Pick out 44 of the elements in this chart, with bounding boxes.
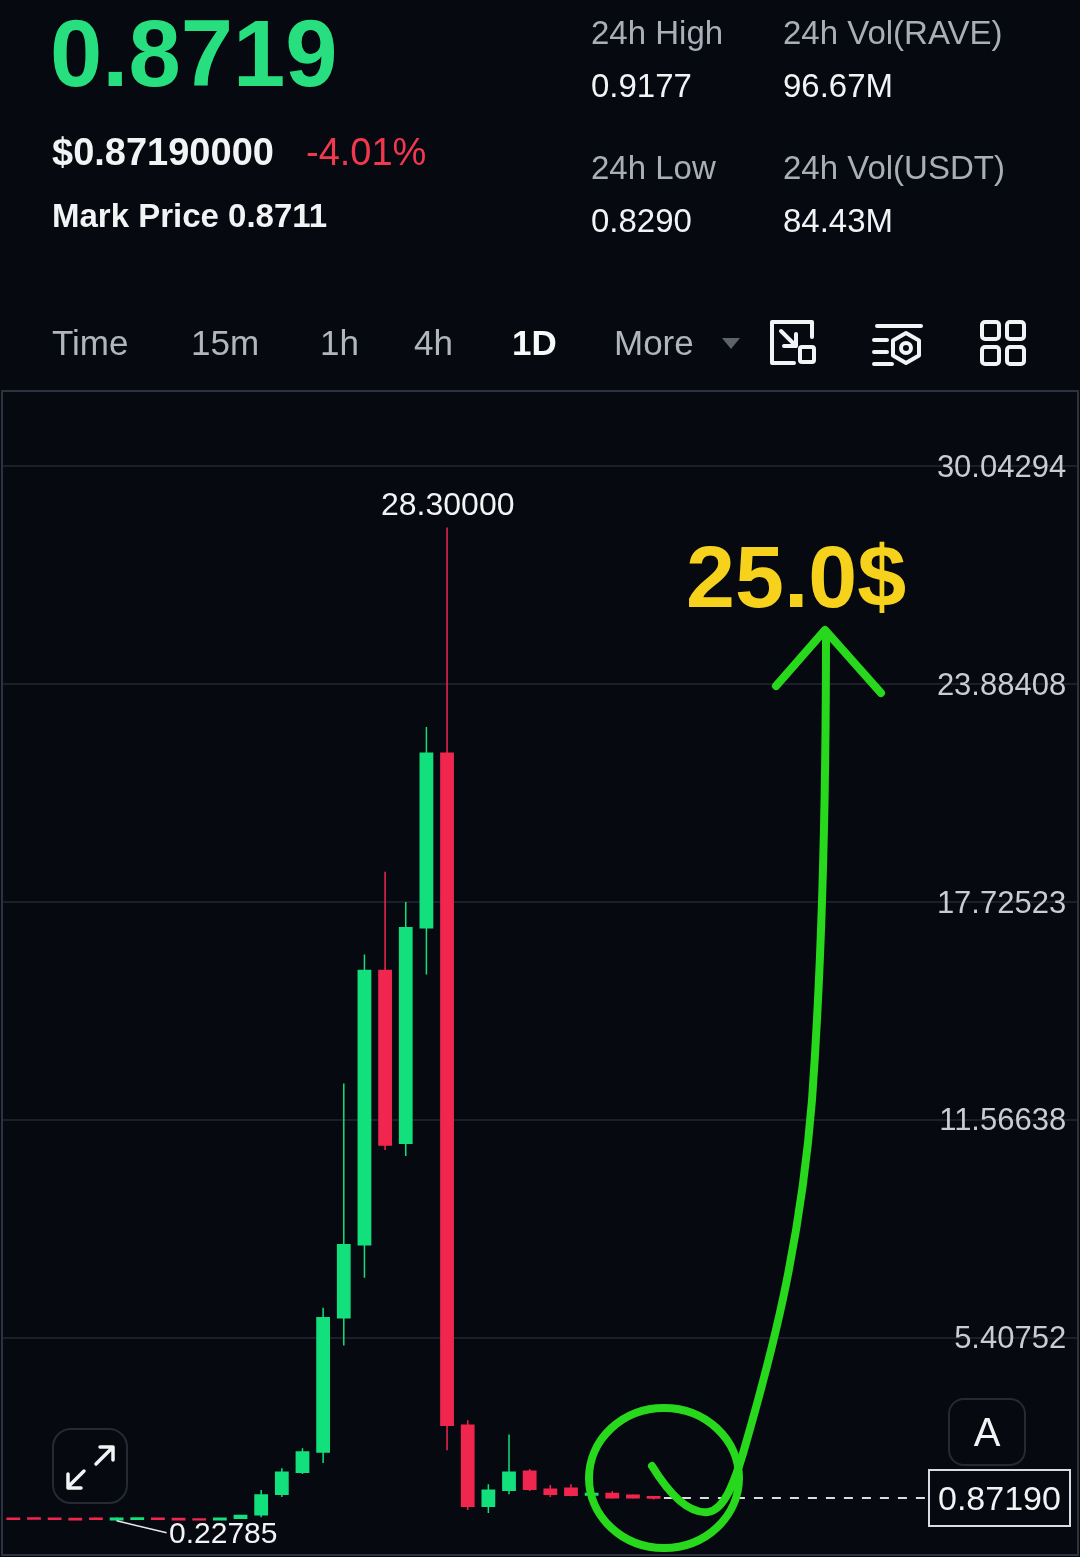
candlestick — [481, 1483, 496, 1514]
text: 84.43M — [783, 202, 894, 239]
y-tick-label: 30.04294 — [936, 448, 1067, 484]
candlestick — [502, 1433, 516, 1495]
candlestick — [336, 1082, 351, 1347]
text: Mark Price 0.8711 — [52, 197, 328, 234]
text: 15m — [191, 323, 260, 362]
text: 24h High — [591, 14, 724, 51]
candlestick — [316, 1306, 331, 1464]
y-tick-label: 11.56638 — [939, 1102, 1067, 1138]
ref-line-label: 0.87190 — [938, 1479, 1061, 1517]
rounded-button: A — [948, 1398, 1026, 1466]
text: Time — [52, 323, 129, 362]
candlestick — [254, 1489, 269, 1518]
text: 0.9177 — [591, 67, 692, 104]
candlestick — [295, 1447, 310, 1475]
candlestick — [419, 726, 434, 976]
candlestick — [522, 1468, 537, 1492]
annotation: 28.30000 — [381, 486, 515, 522]
annotation: 0.22785 — [169, 1516, 278, 1549]
candlestick — [564, 1483, 578, 1498]
annotation: 25.0$ — [686, 527, 907, 626]
candlestick — [357, 953, 372, 1279]
text: 24h Vol(RAVE) — [783, 14, 1003, 51]
text: $0.87190000 — [52, 131, 274, 173]
text: 1D — [512, 323, 557, 362]
candlestick — [27, 1516, 41, 1521]
y-tick-label: 17.72523 — [936, 884, 1067, 920]
candlestick — [378, 871, 392, 1151]
chart-title: 0.8719 — [50, 0, 338, 106]
y-tick-label: 23.88408 — [936, 666, 1067, 702]
text: More — [614, 323, 694, 362]
text: -4.01% — [306, 131, 427, 173]
text: 24h Vol(USDT) — [783, 149, 1005, 186]
text: 0.8290 — [591, 202, 692, 239]
candlestick — [460, 1419, 475, 1511]
candlestick — [440, 526, 454, 1452]
text: 1h — [320, 323, 359, 362]
text: 4h — [414, 323, 453, 362]
y-tick-label: 5.40752 — [954, 1320, 1067, 1356]
candlestick — [398, 901, 413, 1157]
text: 24h Low — [591, 149, 716, 186]
candlestick — [274, 1467, 289, 1498]
text: 96.67M — [783, 67, 894, 104]
